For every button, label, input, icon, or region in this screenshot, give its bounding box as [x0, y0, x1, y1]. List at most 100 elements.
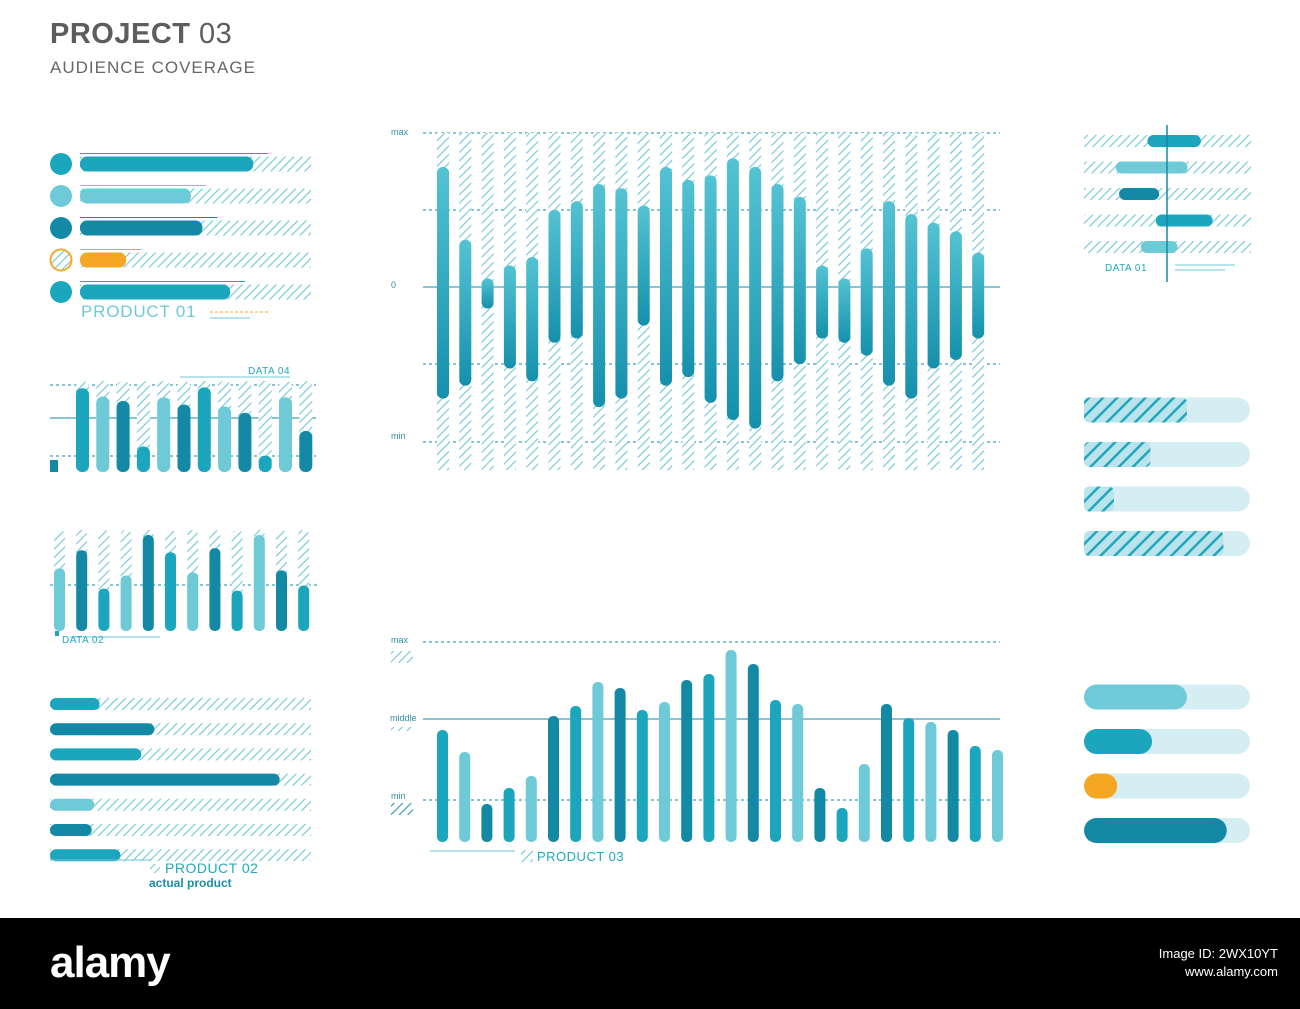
bar: [770, 700, 781, 842]
watermark-footer: [0, 918, 1300, 1009]
bar: [120, 575, 132, 631]
bar: [136, 446, 150, 472]
bar: [570, 201, 583, 339]
bar: [548, 209, 561, 343]
bar: [927, 222, 940, 369]
bar: [525, 776, 537, 842]
p03-tick-middle: middle: [390, 713, 417, 723]
p03-tick-max: max: [391, 635, 409, 645]
progress-track: [1084, 773, 1250, 799]
bar: [80, 220, 203, 236]
progress-fill: [1084, 486, 1114, 512]
progress-track: [1084, 486, 1250, 512]
bar: [548, 716, 559, 842]
image-id-text: Image ID: 2WX10YT: [1158, 946, 1278, 961]
bar: [481, 804, 493, 842]
product-01-chart: [49, 153, 311, 319]
bar: [659, 702, 670, 842]
bar: [972, 252, 985, 339]
bar: [503, 265, 516, 369]
bar: [80, 156, 254, 172]
bar: [80, 252, 127, 268]
bar: [636, 710, 648, 842]
bullet-icon: [50, 153, 72, 175]
bar: [258, 455, 272, 472]
bar: [771, 184, 784, 382]
progress-fill: [1084, 442, 1151, 467]
main-range-chart: [423, 132, 1000, 470]
bar-track: [80, 252, 311, 268]
bar: [947, 730, 959, 842]
bar: [793, 196, 806, 365]
page-subtitle: AUDIENCE COVERAGE: [50, 58, 256, 77]
bar: [50, 698, 100, 710]
bar: [925, 722, 937, 842]
tick-swatch: [391, 727, 413, 731]
bar: [792, 704, 804, 842]
bar: [177, 404, 191, 472]
bar: [883, 201, 895, 386]
bar: [80, 284, 231, 300]
bar: [459, 239, 472, 386]
bar: [209, 548, 221, 631]
bar: [614, 688, 626, 842]
watermark-id: Image ID: 2WX10YT www.alamy.com: [1159, 945, 1278, 981]
bar: [54, 568, 65, 631]
bar: [50, 798, 95, 811]
bar: [187, 572, 199, 631]
progress-fill: [1084, 684, 1187, 710]
progress-fill: [1084, 818, 1227, 843]
data-02-label: DATA 02: [62, 635, 105, 646]
bar: [903, 718, 915, 842]
page-title: PROJECT 03: [50, 18, 233, 50]
product-03-label: PRODUCT 03: [537, 849, 625, 864]
bar: [116, 401, 130, 472]
bar: [437, 166, 449, 399]
tick-swatch: [391, 651, 413, 663]
bar: [949, 231, 962, 360]
axis-marker: [55, 631, 59, 636]
product-02-sublabel: actual product: [149, 876, 232, 890]
product-02-label: PRODUCT 02: [165, 860, 259, 876]
bar: [157, 397, 171, 472]
bar: [238, 412, 252, 472]
range-bar: [1115, 161, 1188, 174]
bar: [838, 278, 851, 343]
bullet-ring: [50, 249, 72, 271]
product-02-chart: [50, 698, 311, 873]
bar-track: [50, 798, 311, 811]
main-tick-max: max: [391, 127, 409, 137]
product-03-chart: [391, 641, 1003, 862]
bullet-icon: [50, 281, 72, 303]
bar: [526, 256, 539, 382]
bar-track: [50, 824, 311, 836]
tick-swatch: [391, 803, 413, 815]
bar: [637, 205, 650, 326]
bar: [726, 158, 739, 421]
main-tick-zero: 0: [391, 280, 397, 290]
bar: [481, 278, 494, 309]
bar: [836, 808, 848, 842]
bar: [96, 396, 110, 472]
bar: [860, 248, 873, 356]
product-01-label: PRODUCT 01: [81, 302, 197, 321]
data-01-chart: [1084, 125, 1251, 282]
bar: [299, 431, 313, 472]
axis-marker: [50, 460, 58, 472]
bar: [76, 388, 89, 472]
range-bar: [1119, 188, 1160, 200]
progress-set-2: [1084, 684, 1250, 843]
bar: [969, 746, 981, 842]
bar: [905, 214, 918, 399]
progress-fill: [1084, 397, 1187, 423]
range-bar: [1140, 241, 1178, 253]
bar: [503, 788, 515, 842]
bar: [298, 585, 310, 631]
bar: [704, 175, 717, 403]
bar: [881, 704, 892, 842]
bar: [593, 184, 606, 408]
data-01-label: DATA 01: [1105, 263, 1148, 274]
progress-set-1: [1084, 397, 1250, 556]
data-04-label: DATA 04: [248, 366, 291, 377]
bar: [749, 166, 762, 429]
